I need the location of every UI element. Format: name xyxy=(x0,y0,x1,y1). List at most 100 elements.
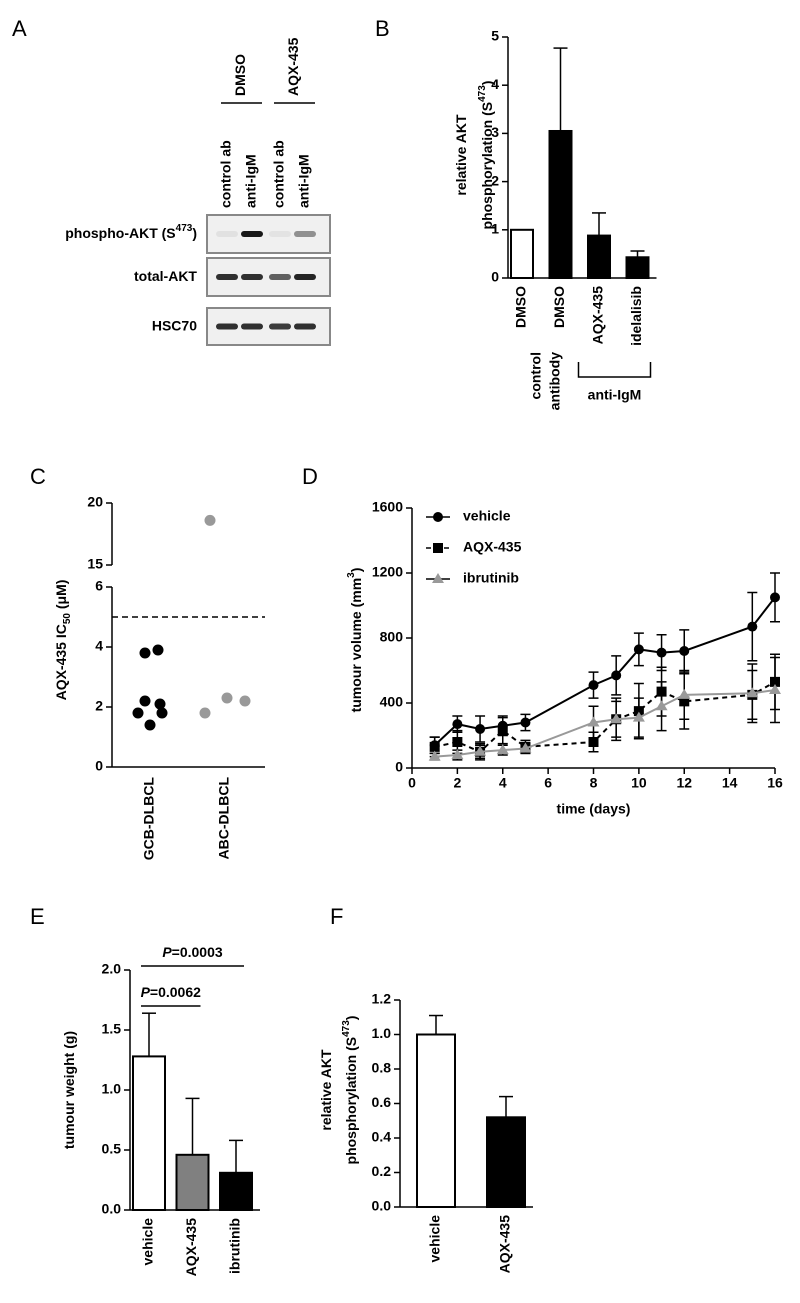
significance-label-part: P xyxy=(141,984,151,1000)
x-tick-label: ibrutinib xyxy=(227,1218,243,1274)
point xyxy=(519,742,532,753)
panel-label: B xyxy=(375,16,390,41)
y-tick-label: 0.5 xyxy=(102,1141,122,1157)
panel-label: E xyxy=(30,904,45,929)
point xyxy=(451,749,464,759)
y-tick-label: 0.4 xyxy=(372,1129,392,1145)
point xyxy=(746,687,759,698)
y-tick-label: 1.0 xyxy=(372,1025,392,1041)
point xyxy=(655,700,668,711)
significance-label: P=0.0062 xyxy=(141,984,202,1000)
x-tick-label: 14 xyxy=(722,775,738,791)
point xyxy=(139,647,151,659)
y-axis-label-part: 473 xyxy=(341,1020,352,1037)
x-tick-label: 16 xyxy=(767,775,783,791)
significance-label-part: =0.0003 xyxy=(172,944,223,960)
y-axis-label-part: ) xyxy=(343,1016,359,1021)
x-group-label: control xyxy=(528,352,544,399)
point xyxy=(199,707,211,719)
x-tick-label: 2 xyxy=(453,775,461,791)
point xyxy=(132,707,144,719)
row-label: phospho-AKT (S473) xyxy=(65,223,197,241)
y-axis-label-part: ) xyxy=(348,568,364,573)
legend-marker xyxy=(432,573,444,583)
point xyxy=(221,692,233,704)
y-tick-label: 0.2 xyxy=(372,1163,392,1179)
blot-band xyxy=(216,323,238,330)
x-tick-label: DMSO xyxy=(551,286,567,328)
point xyxy=(152,644,164,656)
x-tick-label: AQX-435 xyxy=(497,1215,513,1274)
point xyxy=(588,737,599,747)
point xyxy=(588,680,599,691)
x-tick-label: ABC-DLBCL xyxy=(216,777,232,860)
x-group-bracket xyxy=(577,362,652,378)
y-tick-label: 15 xyxy=(87,556,103,572)
y-tick-label: 0.8 xyxy=(372,1060,392,1076)
blot-band xyxy=(269,323,291,330)
blot-band xyxy=(294,231,316,237)
y-tick-label: 1600 xyxy=(372,499,403,515)
blot-band xyxy=(241,231,263,237)
legend-marker xyxy=(433,543,443,553)
y-axis-label-part: ) xyxy=(479,81,495,86)
panel-label: D xyxy=(302,464,318,489)
y-tick-label: 400 xyxy=(380,694,404,710)
blot-band xyxy=(269,231,291,237)
point xyxy=(520,717,531,728)
x-tick-label: GCB-DLBCL xyxy=(141,777,157,861)
legend-label: vehicle xyxy=(463,508,511,524)
group-label: AQX-435 xyxy=(285,37,301,96)
point xyxy=(452,719,463,730)
panel-label: F xyxy=(330,904,343,929)
y-axis-label-part: tumour volume (mm xyxy=(348,578,364,713)
point xyxy=(611,670,622,681)
x-tick-label: 0 xyxy=(408,775,416,791)
point xyxy=(747,621,758,632)
significance-label-part: P xyxy=(162,944,172,960)
bar xyxy=(175,1153,210,1212)
lane-label: control ab xyxy=(218,140,234,208)
row-label: total-AKT xyxy=(134,268,197,284)
point xyxy=(678,688,691,699)
y-axis-label-part: relative AKT xyxy=(318,1049,334,1131)
y-axis-label-part: tumour weight (g) xyxy=(61,1031,77,1149)
bar xyxy=(416,1033,456,1208)
y-axis-label: tumour volume (mm3) xyxy=(346,568,364,713)
blot-band xyxy=(216,231,238,237)
x-tick-label: 10 xyxy=(631,775,647,791)
row-label-part: ) xyxy=(192,225,197,241)
point xyxy=(239,695,251,707)
point xyxy=(656,647,667,658)
y-tick-label: 0.0 xyxy=(372,1198,392,1214)
point xyxy=(496,744,509,755)
row-label-part: phospho-AKT (S xyxy=(65,225,175,241)
lane-label: control ab xyxy=(271,140,287,208)
blot-band xyxy=(269,274,291,280)
x-tick-label: 8 xyxy=(590,775,598,791)
point xyxy=(144,719,156,731)
legend-marker xyxy=(433,512,443,522)
y-axis-label: relative AKT xyxy=(453,114,469,196)
point xyxy=(587,716,600,727)
x-tick-label: 6 xyxy=(544,775,552,791)
y-axis-label-part: phosphorylation (S xyxy=(479,102,495,230)
y-axis-label-part: 3 xyxy=(346,572,357,578)
y-tick-label: 0.6 xyxy=(372,1094,392,1110)
x-tick-label: 4 xyxy=(499,775,507,791)
y-tick-label: 1200 xyxy=(372,564,403,580)
row-label: HSC70 xyxy=(152,317,197,333)
series-line xyxy=(434,596,776,746)
point xyxy=(632,711,645,722)
y-tick-label: 6 xyxy=(95,578,103,594)
panel-label: C xyxy=(30,464,46,489)
y-axis-label: AQX-435 IC50 (μM) xyxy=(53,580,73,701)
y-tick-label: 0 xyxy=(95,758,103,774)
panel-label: A xyxy=(12,16,27,41)
x-tick-label: vehicle xyxy=(427,1215,443,1263)
lane-label: anti-IgM xyxy=(296,154,312,208)
lane-label: anti-IgM xyxy=(243,154,259,208)
y-tick-label: 3 xyxy=(491,124,499,140)
blot-frame xyxy=(206,214,331,254)
